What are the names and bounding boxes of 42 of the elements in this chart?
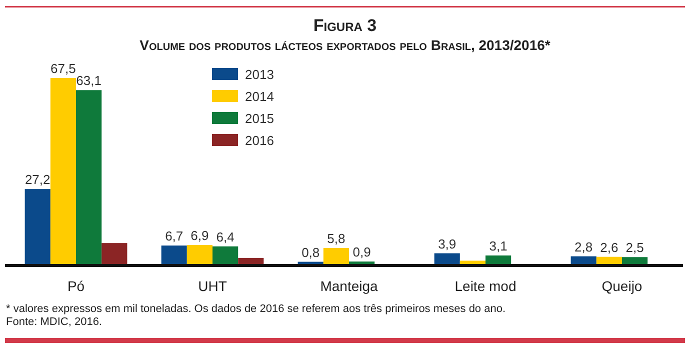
bar <box>460 260 486 264</box>
x-tick-label: UHT <box>198 278 228 294</box>
bar <box>570 256 596 264</box>
data-label: 67,5 <box>50 61 76 76</box>
data-label: 0,9 <box>352 244 371 260</box>
chart-subtitle: Volume dos produtos lácteos exportados pelo Brasil, 2013/2016* <box>140 37 551 53</box>
data-label: 2,6 <box>600 240 618 255</box>
legend-label: 2015 <box>245 111 274 126</box>
x-tick-label: Leite mod <box>454 278 516 294</box>
bar <box>161 246 187 264</box>
legend-label: 2016 <box>245 133 274 148</box>
data-label: 5,8 <box>327 231 346 246</box>
x-tick-label: Pó <box>67 278 85 294</box>
text: * valores expressos em mil toneladas. Os dados de 2016 se referem aos três primeiros meses do ano. <box>6 303 506 315</box>
bar <box>50 78 76 264</box>
bar <box>596 256 622 264</box>
legend-label: 2014 <box>245 89 274 104</box>
data-label: 3,9 <box>438 236 456 252</box>
bar <box>76 90 102 264</box>
bar <box>434 253 460 264</box>
bar <box>485 255 512 264</box>
source-note: Fonte: MDIC, 2016. <box>6 316 102 328</box>
bar <box>102 243 128 264</box>
data-label: 2,8 <box>574 239 593 254</box>
x-tick-label: Queijo <box>602 278 642 294</box>
x-tick-label: Manteiga <box>320 278 378 294</box>
bar <box>622 257 648 264</box>
bar <box>238 258 264 264</box>
data-label: 2,5 <box>626 240 644 256</box>
legend-label: 2013 <box>245 67 274 82</box>
chart-title: Figura 3 <box>313 16 377 35</box>
data-label: 6,4 <box>216 229 234 244</box>
bar <box>24 189 50 264</box>
data-label: 3,1 <box>489 238 508 254</box>
bar <box>323 248 349 264</box>
data-label: 6,7 <box>165 228 184 244</box>
bar <box>212 246 238 264</box>
data-label: 63,1 <box>76 73 102 88</box>
data-label: 27,2 <box>24 172 50 188</box>
bar <box>186 244 213 264</box>
data-label: 6,9 <box>190 228 209 243</box>
data-label: 0,8 <box>302 244 320 260</box>
